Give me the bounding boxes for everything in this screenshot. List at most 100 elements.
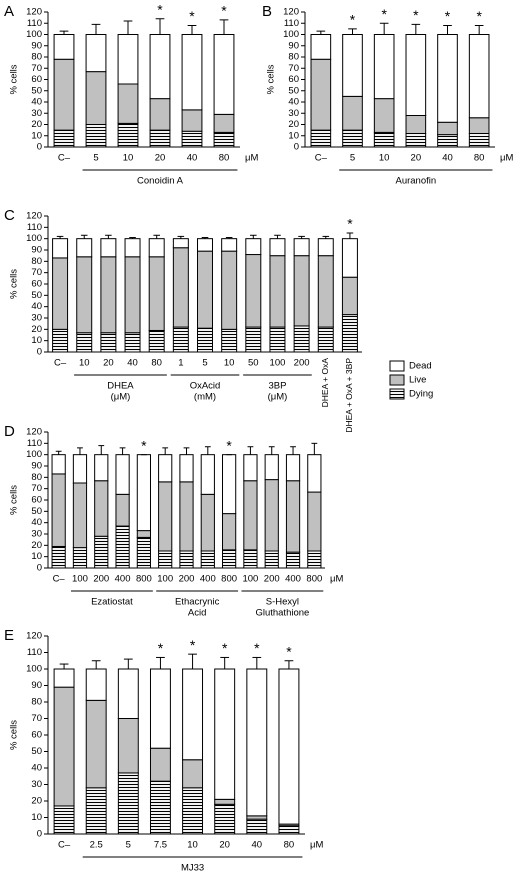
bar-segment [214,798,236,805]
y-tick-label: 60 [31,730,42,741]
bar-segment [182,759,204,789]
x-tick-label: 5 [350,153,355,164]
bar-segment [221,328,238,353]
bar-segment [181,130,203,148]
bar-segment [246,668,268,817]
x-tick-label: C– [53,574,66,585]
x-tick-label: 20 [155,153,166,164]
bar-segment [197,327,213,353]
x-tick-label: 20 [219,840,230,851]
x-tick-label: 5 [126,840,131,851]
bar-segment [76,256,93,334]
bar-segment [148,329,165,353]
y-axis-label: % cells [9,64,20,94]
bar-segment [245,238,262,256]
group-label: OxAcid [190,381,221,392]
legend-swatch [389,388,405,400]
y-axis-label: % cells [9,485,20,515]
y-tick-label: 70 [31,63,42,74]
y-tick-label: 40 [31,517,42,528]
group-label: (mM) [194,392,216,403]
x-tick-label: 10 [187,840,198,851]
y-tick-label: 110 [27,438,42,449]
significance-mark: * [190,637,196,653]
bar-segment [136,454,151,532]
bar-segment [243,454,258,482]
bar-segment [158,550,173,569]
panel-label: E [4,627,14,644]
significance-mark: * [350,12,356,28]
bar-segment [149,780,171,835]
group-label: Ezatiostat [91,597,133,608]
bar-segment [264,550,279,569]
bar-segment [468,34,490,119]
bar-segment [468,133,490,148]
bar-segment [100,256,117,334]
x-tick-label: 200 [264,574,280,585]
bar-segment [179,481,194,552]
bar-segment [278,668,300,825]
y-tick-label: 0 [37,829,42,840]
bar-segment [307,491,322,552]
panel-label: D [4,423,15,440]
group-label: Ethacrynic [175,597,220,608]
bar-segment [53,668,75,688]
bar-segment [317,238,334,257]
significance-mark: * [157,1,163,17]
bar-segment [52,238,69,259]
bar-segment [278,825,300,835]
y-tick-label: 20 [31,796,42,807]
significance-mark: * [158,640,164,656]
x-tick-label: 40 [252,840,263,851]
y-tick-label: 100 [26,29,42,40]
significance-mark: * [226,437,232,453]
bar-segment [53,805,75,835]
bar-segment [149,129,171,148]
bar-segment [85,34,107,73]
x-tick-label: 80 [474,153,485,164]
unit-label: μM [310,840,323,851]
bar-segment [85,668,107,701]
y-tick-label: 20 [288,119,299,130]
bar-segment [117,122,139,148]
bar-segment [197,238,213,252]
bar-segment [115,454,130,495]
bar-segment [117,668,139,719]
bar-segment [222,513,237,551]
panel-label: A [4,3,14,20]
x-tick-label: 10 [123,153,134,164]
significance-mark: * [476,8,482,24]
bar-segment [213,113,235,133]
bar-segment [373,98,395,133]
y-tick-label: 80 [31,697,42,708]
y-tick-label: 20 [31,119,42,130]
y-tick-label: 40 [288,97,299,108]
bar-segment [373,34,395,100]
y-axis-label: % cells [9,269,20,299]
y-tick-label: 100 [26,664,42,675]
x-tick-label: 40 [442,153,453,164]
bar-segment [221,238,238,252]
bar-segment [342,129,363,148]
y-tick-label: 20 [31,324,42,335]
y-tick-label: 120 [26,427,42,438]
bar-segment [243,549,258,569]
bar-segment [53,58,75,131]
legend-label: Dying [409,389,433,400]
bar-segment [405,115,427,134]
x-tick-label: 400 [115,574,131,585]
group-label: Gluthathione [255,608,309,619]
y-tick-label: 0 [294,142,299,153]
x-tick-label: 80 [151,358,162,369]
x-tick-label: C– [58,153,71,164]
y-tick-label: 30 [31,313,42,324]
y-tick-label: 70 [288,63,299,74]
group-label: MJ33 [181,863,204,872]
unit-label: μM [330,574,343,585]
y-tick-label: 0 [37,142,42,153]
bar-segment [149,747,171,782]
bar-segment [158,454,173,483]
y-tick-label: 120 [26,7,42,18]
x-tick-label: 10 [224,358,235,369]
group-label: S-Hexyl [266,597,299,608]
